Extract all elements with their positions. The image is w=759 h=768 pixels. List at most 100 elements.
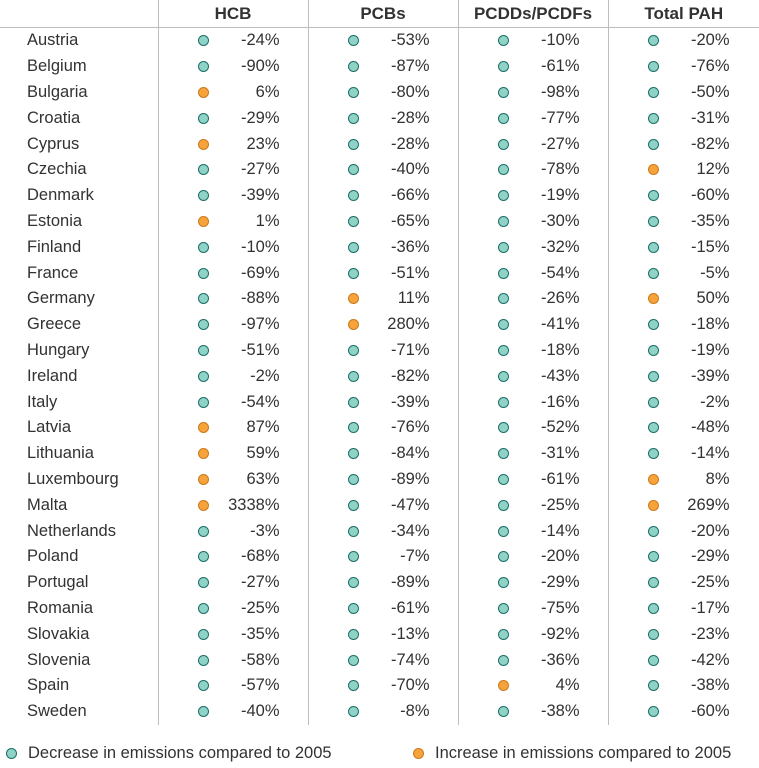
table-cell: -78% bbox=[457, 156, 608, 183]
value-label: 4% bbox=[555, 676, 580, 695]
value-label: -90% bbox=[240, 57, 280, 76]
country-label: Belgium bbox=[27, 57, 87, 76]
table-cell: -8% bbox=[307, 698, 458, 725]
table-cell: -14% bbox=[457, 518, 608, 544]
table-row: Portugal -27% -89% -29% -25% bbox=[0, 569, 759, 596]
decrease-dot-icon bbox=[647, 241, 659, 253]
value-label: -61% bbox=[540, 57, 580, 76]
decrease-dot-icon bbox=[197, 267, 209, 279]
value-label: -20% bbox=[690, 521, 730, 540]
value-label: -50% bbox=[690, 82, 730, 101]
table-cell: -90% bbox=[157, 53, 308, 80]
decrease-dot-icon bbox=[197, 654, 209, 666]
decrease-dot-icon bbox=[347, 164, 359, 176]
table-cell: -10% bbox=[157, 234, 308, 261]
table-cell: 3338% bbox=[157, 492, 308, 519]
value-label: -17% bbox=[690, 598, 730, 617]
value-label: -87% bbox=[390, 57, 430, 76]
column-header-hcb: HCB bbox=[157, 0, 308, 28]
table-cell: -29% bbox=[607, 543, 759, 570]
table-cell: 59% bbox=[157, 440, 308, 467]
decrease-dot-icon bbox=[647, 628, 659, 640]
table-row: Finland -10% -36% -32% -15% bbox=[0, 234, 759, 261]
table-cell: -98% bbox=[457, 79, 608, 106]
table-cell: -13% bbox=[307, 621, 458, 648]
value-label: -29% bbox=[540, 573, 580, 592]
country-label: Ireland bbox=[27, 366, 78, 385]
decrease-dot-icon bbox=[197, 525, 209, 537]
decrease-dot-icon bbox=[647, 190, 659, 202]
decrease-dot-icon bbox=[497, 628, 509, 640]
value-label: -31% bbox=[690, 108, 730, 127]
value-label: -19% bbox=[690, 340, 730, 359]
decrease-dot-icon bbox=[647, 602, 659, 614]
table-cell: -20% bbox=[607, 518, 759, 544]
country-label: France bbox=[27, 263, 79, 282]
country-label: Malta bbox=[27, 495, 68, 514]
value-label: -10% bbox=[540, 31, 580, 50]
decrease-dot-icon bbox=[497, 448, 509, 460]
country-label: Spain bbox=[27, 676, 70, 695]
table-cell: -20% bbox=[607, 27, 759, 54]
value-label: 1% bbox=[255, 211, 280, 230]
increase-dot-icon bbox=[647, 164, 659, 176]
value-label: -75% bbox=[540, 598, 580, 617]
table-cell: -69% bbox=[157, 260, 308, 286]
value-label: -27% bbox=[540, 134, 580, 153]
decrease-dot-icon bbox=[347, 654, 359, 666]
value-label: -51% bbox=[390, 263, 430, 282]
table-cell: -36% bbox=[307, 234, 458, 261]
decrease-dot-icon bbox=[497, 293, 509, 305]
table-row: Luxembourg 63% -89% -61% 8% bbox=[0, 466, 759, 493]
decrease-dot-icon bbox=[197, 241, 209, 253]
value-label: -52% bbox=[540, 418, 580, 437]
table-cell: -50% bbox=[607, 79, 759, 106]
table-cell: 269% bbox=[607, 492, 759, 519]
value-label: -61% bbox=[390, 598, 430, 617]
decrease-dot-icon bbox=[647, 551, 659, 563]
table-cell: -27% bbox=[157, 569, 308, 596]
decrease-dot-icon bbox=[347, 267, 359, 279]
value-label: -42% bbox=[690, 650, 730, 669]
value-label: -19% bbox=[540, 186, 580, 205]
country-label: Latvia bbox=[27, 418, 72, 437]
increase-dot-icon bbox=[197, 86, 209, 98]
table-cell: -74% bbox=[307, 647, 458, 673]
table-cell: -27% bbox=[457, 131, 608, 157]
table-cell: -61% bbox=[307, 595, 458, 622]
table-cell: -57% bbox=[157, 672, 308, 699]
column-header-total-pah: Total PAH bbox=[607, 0, 759, 28]
table-cell: -35% bbox=[157, 621, 308, 648]
value-label: -41% bbox=[540, 315, 580, 334]
country-label: Denmark bbox=[27, 186, 94, 205]
decrease-dot-icon bbox=[497, 706, 509, 718]
table-cell: -88% bbox=[157, 285, 308, 312]
value-label: -39% bbox=[390, 392, 430, 411]
table-cell: -61% bbox=[457, 466, 608, 493]
decrease-dot-icon bbox=[497, 112, 509, 124]
decrease-dot-icon bbox=[647, 422, 659, 434]
decrease-dot-icon bbox=[197, 577, 209, 589]
decrease-dot-icon bbox=[497, 35, 509, 47]
decrease-dot-icon bbox=[497, 654, 509, 666]
decrease-dot-icon bbox=[347, 551, 359, 563]
decrease-dot-icon bbox=[647, 215, 659, 227]
legend-label-decrease: Decrease in emissions compared to 2005 bbox=[28, 744, 332, 762]
table-cell: -35% bbox=[607, 208, 759, 235]
decrease-dot-icon bbox=[647, 525, 659, 537]
table-cell: -58% bbox=[157, 647, 308, 673]
decrease-dot-icon bbox=[647, 706, 659, 718]
table-cell: 280% bbox=[307, 311, 458, 338]
table-cell: -31% bbox=[457, 440, 608, 467]
table-cell: 87% bbox=[157, 414, 308, 441]
value-label: -40% bbox=[390, 160, 430, 179]
decrease-dot-icon bbox=[647, 112, 659, 124]
table-row: Estonia 1% -65% -30% -35% bbox=[0, 208, 759, 235]
value-label: -2% bbox=[250, 366, 280, 385]
value-label: -25% bbox=[240, 598, 280, 617]
value-label: -13% bbox=[390, 624, 430, 643]
table-cell: -28% bbox=[307, 131, 458, 157]
table-cell: -19% bbox=[457, 182, 608, 209]
value-label: -24% bbox=[240, 31, 280, 50]
value-label: -53% bbox=[390, 31, 430, 50]
